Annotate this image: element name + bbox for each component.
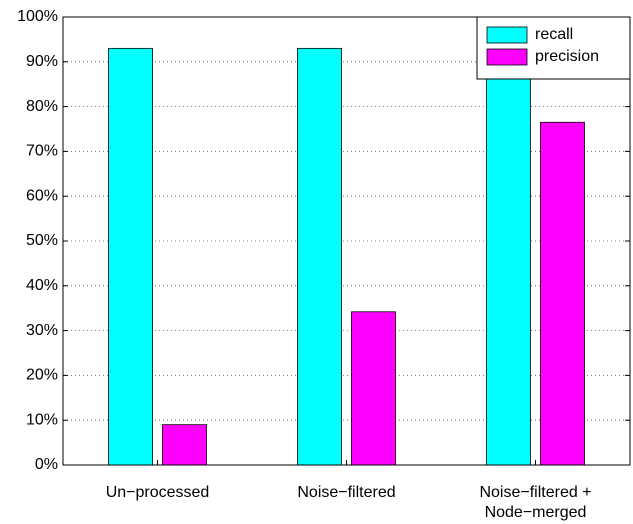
legend: recall precision — [476, 16, 631, 80]
y-tick-label: 100% — [17, 8, 58, 25]
y-tick-label: 80% — [26, 98, 58, 115]
y-tick-label: 40% — [26, 277, 58, 294]
legend-swatch — [486, 26, 528, 44]
bar — [351, 311, 396, 466]
x-tick-label: Noise−filtered — [297, 484, 395, 501]
axes-frame — [62, 16, 631, 466]
bar — [486, 47, 531, 466]
bar — [297, 47, 342, 466]
y-tick-label: 70% — [26, 143, 58, 160]
legend-label: recall — [535, 26, 573, 43]
bar — [162, 424, 207, 466]
y-tick-label: 60% — [26, 187, 58, 204]
x-tick-label: Un−processed — [106, 484, 210, 501]
legend-label: precision — [535, 48, 599, 65]
y-tick-label: 0% — [35, 456, 58, 473]
y-tick-label: 20% — [26, 367, 58, 384]
bar — [108, 47, 153, 466]
y-tick-label: 30% — [26, 322, 58, 339]
y-tick-label: 50% — [26, 232, 58, 249]
y-tick-label: 10% — [26, 411, 58, 428]
legend-swatch — [486, 48, 528, 66]
x-tick-label: Noise−filtered + Node−merged — [479, 484, 591, 521]
y-tick-label: 90% — [26, 53, 58, 70]
bar — [540, 121, 585, 466]
